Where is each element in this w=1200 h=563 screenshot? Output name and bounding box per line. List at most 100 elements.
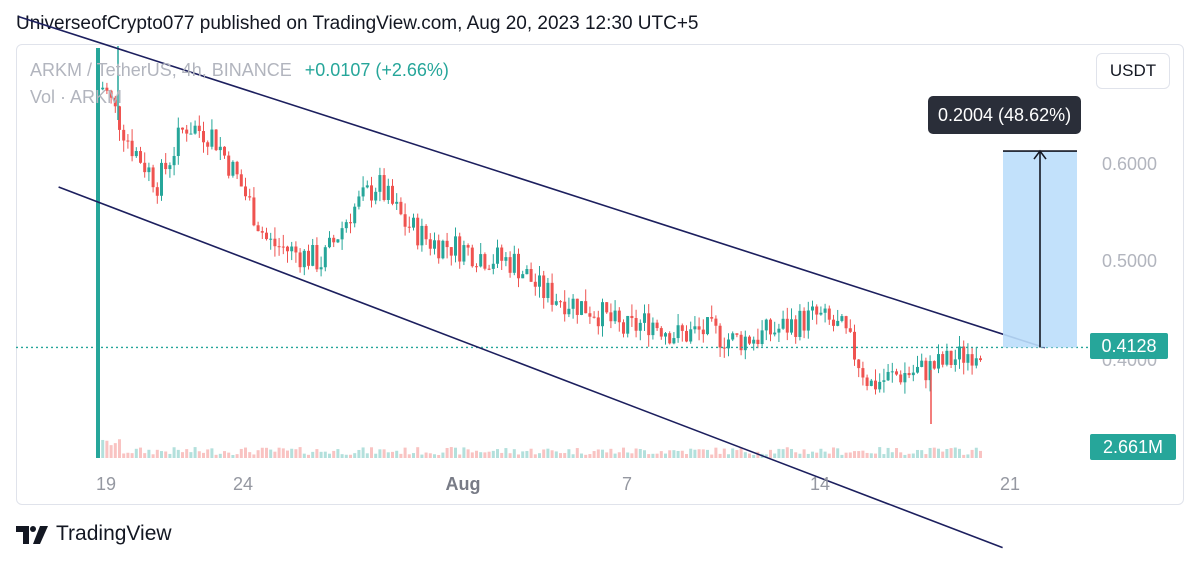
volume-bar	[979, 450, 982, 458]
candle	[743, 336, 747, 351]
currency-button[interactable]: USDT	[1096, 53, 1170, 89]
candle	[542, 275, 546, 298]
candle	[214, 129, 218, 151]
candle	[848, 328, 852, 332]
volume-bar	[588, 454, 592, 458]
candle	[647, 313, 651, 336]
candle	[323, 247, 327, 268]
volume-bar	[323, 451, 327, 458]
volume-bar	[920, 450, 924, 458]
volume-bar	[819, 448, 823, 458]
volume-bar	[433, 454, 436, 458]
publish-header: UniverseofCrypto077 published on Trading…	[16, 13, 699, 34]
volume-bar	[840, 454, 844, 458]
chart-legend-symbol[interactable]: ARKM / TetherUS, 4h, BINANCE +0.0107 (+2…	[30, 60, 449, 81]
volume-bar	[302, 453, 306, 458]
candle	[567, 308, 571, 315]
tradingview-brand[interactable]: TradingView	[16, 522, 172, 546]
lower-trendline[interactable]	[58, 186, 1003, 549]
candle	[718, 325, 722, 348]
volume-bar	[248, 452, 252, 458]
candle	[449, 247, 453, 256]
candle	[525, 269, 529, 275]
volume-bar	[256, 450, 260, 458]
volume-bar	[386, 452, 390, 458]
upper-trendline[interactable]	[18, 15, 1046, 349]
volume-bar	[479, 452, 483, 458]
volume-bars	[96, 439, 982, 458]
candle	[210, 129, 214, 147]
volume-bar	[437, 454, 441, 458]
volume-bar	[328, 453, 331, 458]
volume-bar	[546, 448, 550, 458]
volume-bar	[605, 452, 609, 458]
candle	[844, 316, 848, 329]
volume-bar	[160, 451, 163, 458]
volume-bar	[319, 451, 323, 458]
volume-bar	[811, 451, 814, 458]
volume-bar	[340, 454, 344, 458]
volume-bar	[911, 453, 915, 458]
candle	[546, 282, 550, 298]
volume-bar	[290, 448, 294, 458]
volume-bar	[231, 454, 235, 458]
volume-bar	[491, 450, 495, 458]
volume-bar	[470, 452, 474, 458]
candle	[655, 322, 659, 329]
volume-bar	[857, 451, 861, 458]
candle	[827, 308, 831, 320]
volume-bar	[798, 453, 802, 458]
candle	[651, 322, 655, 336]
candle	[773, 332, 777, 335]
volume-bar	[517, 454, 520, 458]
candle	[706, 317, 709, 335]
volume-bar	[953, 447, 957, 458]
volume-bar	[210, 448, 214, 458]
candle	[550, 282, 554, 305]
candle	[416, 217, 420, 246]
candle	[769, 319, 772, 335]
volume-bar	[626, 452, 630, 458]
candle	[903, 373, 907, 383]
candle	[949, 350, 953, 365]
candle	[361, 187, 365, 197]
volume-bar	[613, 453, 617, 458]
candle	[298, 252, 302, 268]
volume-bar	[785, 447, 789, 458]
volume-bar	[521, 451, 525, 458]
candle	[634, 318, 638, 331]
chart-legend-volume[interactable]: Vol · ARKM	[30, 87, 123, 107]
volume-bar	[592, 451, 596, 458]
volume-bar	[701, 449, 705, 458]
volume-bar	[781, 449, 785, 458]
volume-bar	[790, 448, 793, 458]
volume-bar	[294, 449, 298, 458]
candle	[895, 371, 898, 375]
candle	[101, 87, 105, 90]
candle	[945, 350, 949, 365]
volume-bar	[349, 454, 352, 458]
candle	[118, 106, 121, 130]
volume-bar	[945, 448, 949, 458]
candle	[344, 222, 348, 229]
volume-bar	[134, 448, 138, 458]
volume-bar	[416, 447, 420, 458]
volume-bar	[655, 453, 659, 458]
volume-bar	[269, 449, 273, 458]
volume-bar	[563, 453, 567, 458]
candle	[630, 315, 634, 319]
volume-bar	[202, 452, 205, 458]
volume-bar	[882, 454, 886, 458]
candle	[714, 318, 718, 326]
candle	[962, 346, 966, 363]
volume-bar	[458, 454, 462, 458]
candle	[886, 371, 890, 381]
candle	[260, 231, 264, 233]
volume-bar	[496, 449, 499, 458]
volume-bar	[181, 452, 184, 458]
candle	[676, 325, 680, 339]
candle	[575, 298, 579, 315]
volume-bar	[260, 447, 264, 458]
candle	[181, 127, 184, 130]
